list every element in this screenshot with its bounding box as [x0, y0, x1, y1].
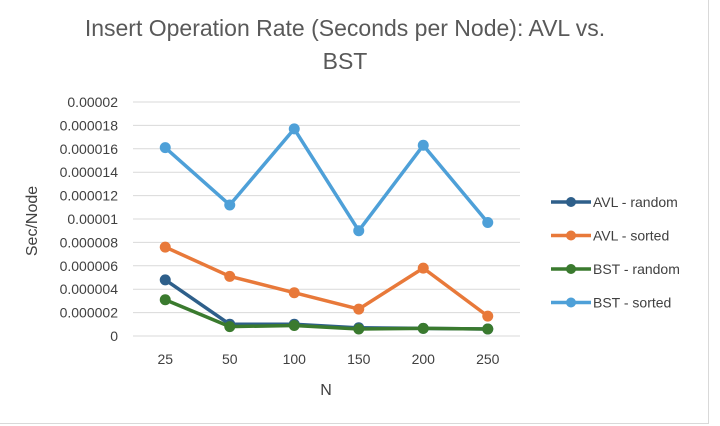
legend-marker	[566, 264, 576, 274]
y-tick-label: 0.000008	[60, 234, 119, 250]
data-point	[288, 123, 300, 135]
legend-item: AVL - sorted	[551, 228, 669, 244]
legend: AVL - random AVL - sorted BST - random BST …	[551, 194, 680, 311]
y-tick-label: 0.000016	[60, 141, 119, 157]
x-tick-label: 250	[476, 351, 500, 367]
x-tick-label: 200	[412, 351, 436, 367]
data-point	[482, 217, 494, 229]
y-tick-label: 0.000006	[60, 258, 119, 274]
data-point	[417, 322, 429, 334]
data-point	[353, 323, 365, 335]
data-point	[159, 241, 171, 253]
series-line	[163, 245, 490, 318]
y-tick-label: 0.000012	[60, 188, 119, 204]
data-point	[159, 142, 171, 154]
y-axis-title: Sec/Node	[24, 186, 41, 256]
x-axis-ticks: 25 50 100 150 200 250	[157, 351, 499, 367]
y-tick-label: 0.000014	[60, 164, 119, 180]
data-point	[353, 225, 365, 237]
data-point	[353, 303, 365, 315]
series-1	[159, 241, 494, 322]
data-point	[417, 139, 429, 151]
series-3	[159, 123, 494, 237]
data-point	[482, 310, 494, 322]
y-tick-label: 0.000018	[60, 117, 119, 133]
series-line	[163, 297, 490, 331]
data-point	[288, 319, 300, 331]
data-point	[482, 323, 494, 335]
x-tick-label: 25	[157, 351, 173, 367]
legend-item: BST - random	[551, 261, 680, 277]
series-line	[163, 127, 490, 233]
data-point	[224, 321, 236, 333]
y-tick-label: 0	[110, 328, 118, 344]
y-axis-ticks: 0 0.000002 0.000004 0.000006 0.000008 0.00001…	[60, 94, 119, 344]
legend-item: AVL - random	[551, 194, 678, 210]
legend-item: BST - sorted	[551, 295, 671, 311]
x-tick-label: 150	[347, 351, 371, 367]
series-lines	[159, 123, 494, 335]
legend-label: BST - sorted	[593, 295, 671, 311]
legend-label: BST - random	[593, 261, 680, 277]
y-tick-label: 0.000004	[60, 281, 119, 297]
legend-marker	[566, 297, 576, 308]
legend-marker	[566, 230, 576, 241]
chart-title: Insert Operation Rate (Seconds per Node)…	[84, 15, 606, 74]
data-point	[159, 274, 171, 286]
y-tick-label: 0.00002	[67, 94, 118, 110]
y-tick-label: 0.000002	[60, 305, 119, 321]
x-axis-title: N	[320, 382, 332, 399]
series-2	[159, 294, 494, 335]
legend-label: AVL - sorted	[593, 228, 669, 244]
y-tick-label: 0.00001	[67, 211, 118, 227]
data-point	[224, 199, 236, 211]
data-point	[159, 294, 171, 306]
x-tick-label: 100	[283, 351, 307, 367]
x-tick-label: 50	[222, 351, 238, 367]
data-point	[417, 262, 429, 274]
data-point	[288, 287, 300, 299]
legend-label: AVL - random	[593, 194, 678, 210]
data-point	[224, 270, 236, 282]
grid-lines	[133, 101, 520, 337]
legend-marker	[566, 197, 576, 207]
